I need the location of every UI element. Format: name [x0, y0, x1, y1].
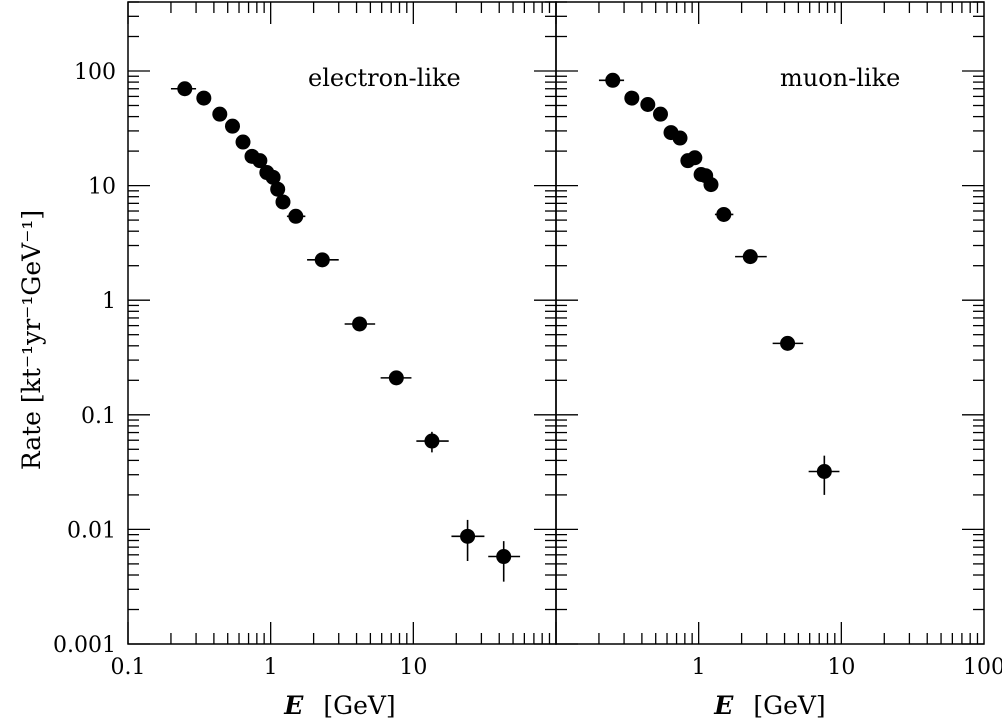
data-marker: [640, 97, 656, 113]
x-tick-label: 0.1: [111, 655, 146, 680]
data-marker: [270, 181, 286, 197]
data-point: [652, 106, 668, 122]
data-marker: [460, 528, 476, 544]
data-point: [212, 106, 228, 122]
data-marker: [212, 106, 228, 122]
data-marker: [605, 72, 621, 88]
panel-frame: [555, 1, 985, 645]
x-axis-title-right: E [GeV]: [713, 691, 825, 720]
data-marker: [687, 150, 703, 166]
x-tick-label: 100: [963, 655, 1002, 680]
data-point: [714, 206, 734, 222]
data-point: [640, 97, 656, 113]
data-marker: [742, 249, 758, 265]
data-point: [224, 118, 240, 134]
y-tick-label: 0.001: [53, 633, 116, 658]
data-marker: [288, 208, 304, 224]
data-marker: [252, 153, 268, 169]
data-marker: [314, 252, 330, 268]
data-marks: [170, 72, 840, 582]
x-axis-symbol-left: E: [283, 691, 304, 720]
y-tick-label: 0.1: [81, 404, 116, 429]
data-marker: [652, 106, 668, 122]
x-tick-label: 1: [264, 655, 278, 680]
data-marker: [780, 335, 796, 351]
axis-ticks: [127, 1, 984, 645]
plot-frames: [127, 1, 985, 645]
data-marker: [624, 90, 640, 106]
data-point: [265, 169, 281, 185]
x-axis-title-left: E [GeV]: [283, 691, 395, 720]
y-tick-label: 0.01: [67, 518, 116, 543]
data-point: [808, 455, 840, 495]
data-point: [416, 431, 449, 453]
data-point: [275, 194, 291, 210]
data-point: [196, 90, 212, 106]
data-point: [687, 150, 703, 166]
data-marker: [816, 464, 832, 480]
data-marker: [388, 370, 404, 386]
data-point: [252, 153, 268, 169]
data-marker: [352, 316, 368, 332]
data-point: [488, 541, 521, 582]
data-marker: [672, 130, 688, 146]
x-axis-symbol-right: E: [713, 691, 734, 720]
data-point: [380, 370, 412, 386]
x-axis-unit-right: [GeV]: [753, 691, 825, 720]
data-point: [735, 249, 767, 265]
panel-frame: [127, 1, 557, 645]
data-marker: [703, 177, 719, 193]
y-axis-title: Rate [kt⁻¹yr⁻¹GeV⁻¹]: [17, 210, 46, 470]
data-marker: [196, 90, 212, 106]
panel-label-electron-like: electron-like: [308, 64, 461, 92]
x-tick-label: 1: [692, 655, 706, 680]
data-point: [672, 130, 688, 146]
data-marker: [224, 118, 240, 134]
panel-label-muon-like: muon-like: [780, 64, 900, 92]
data-point: [624, 90, 640, 106]
data-point: [772, 335, 804, 351]
data-marker: [265, 169, 281, 185]
x-axis-unit-left: [GeV]: [323, 691, 395, 720]
y-tick-label: 10: [88, 175, 116, 200]
data-marker: [424, 433, 440, 449]
y-tick-label: 100: [74, 60, 116, 85]
data-point: [344, 316, 376, 332]
data-point: [270, 181, 286, 197]
data-marker: [177, 81, 193, 97]
data-point: [170, 81, 197, 97]
data-point: [307, 252, 339, 268]
data-point: [451, 519, 485, 561]
data-marker: [496, 549, 512, 565]
axis-labels: 0.1 1 10 1 10 100 100 10 1 0.1 0.01 0.001: [53, 60, 1002, 680]
data-point: [598, 72, 625, 88]
data-point: [286, 208, 306, 224]
data-point: [235, 134, 251, 150]
data-point: [703, 177, 719, 193]
data-marker: [275, 194, 291, 210]
data-marker: [716, 206, 732, 222]
data-marker: [235, 134, 251, 150]
x-tick-label: 10: [399, 655, 427, 680]
y-tick-label: 1: [102, 289, 116, 314]
x-tick-label: 10: [827, 655, 855, 680]
